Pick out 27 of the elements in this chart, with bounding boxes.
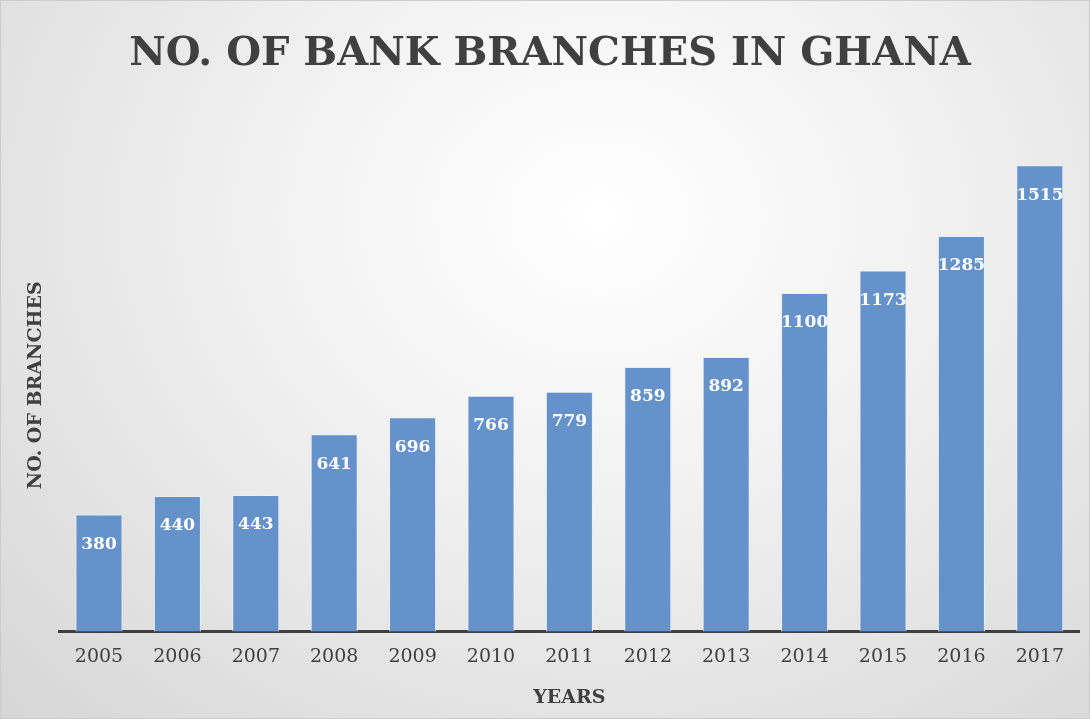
x-tick-label: 2011 [545,643,594,666]
x-tick-label: 2016 [937,643,986,666]
y-axis-title: NO. OF BRANCHES [23,281,46,490]
data-label: 766 [473,414,509,435]
x-tick-label: 2017 [1015,643,1064,666]
data-label: 892 [708,375,744,396]
x-tick-label: 2010 [466,643,516,666]
x-tick-label: 2008 [310,643,359,666]
data-label: 641 [316,452,352,473]
x-tick-label: 2006 [153,643,202,666]
chart-title: NO. OF BANK BRANCHES IN GHANA [129,27,972,75]
data-label: 380 [81,532,117,553]
data-label: 440 [159,514,196,535]
x-axis-title: YEARS [532,684,606,707]
data-label: 779 [551,410,588,431]
data-label: 859 [630,385,666,406]
data-label: 696 [394,435,431,456]
data-label: 1173 [859,288,907,309]
x-tick-label: 2009 [388,643,437,666]
x-tick-label: 2015 [858,643,908,666]
data-label: 1285 [937,254,986,275]
x-tick-label: 2014 [780,643,829,666]
x-tick-label: 2013 [702,643,751,666]
data-label: 443 [238,513,274,534]
x-tick-label: 2007 [231,643,280,666]
x-tick-label: 2005 [74,643,124,666]
x-tick-label: 2012 [623,643,672,666]
